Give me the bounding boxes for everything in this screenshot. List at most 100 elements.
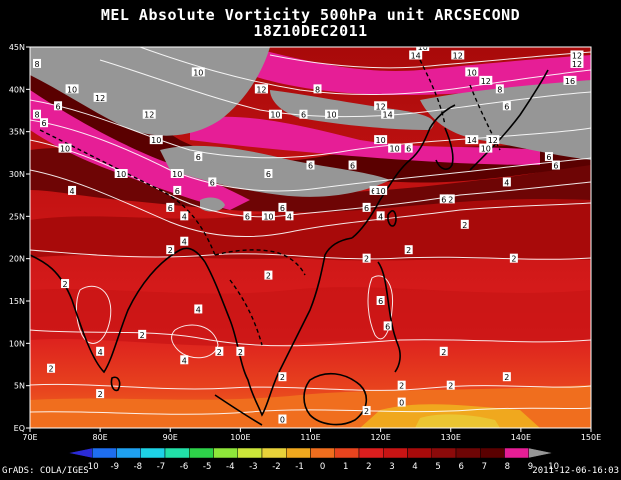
contour-label-box [465, 67, 479, 77]
contour-line [30, 119, 591, 192]
contour-label-box [208, 177, 217, 187]
contour-label-box [563, 75, 577, 85]
contour-label-box [409, 50, 423, 60]
chart-title: MEL Absolute Vorticity 500hPa unit ARCSE… [100, 6, 521, 24]
contour-label: 10 [467, 68, 477, 77]
field-lowest-vorticity-patch-2 [415, 414, 500, 428]
chart-subtitle-time: 18Z10DEC2011 [253, 22, 368, 40]
contour-label: 2 [511, 255, 516, 264]
contour-label: 6 [406, 145, 411, 154]
field-magenta-north [250, 47, 591, 95]
contour-label-box [465, 135, 479, 145]
contour-label-box [325, 109, 339, 119]
coastlines [30, 69, 549, 426]
contour-label-box [479, 143, 493, 153]
contour-label-box [47, 363, 56, 373]
contour-label: 2 [504, 373, 509, 382]
colorbar-label: -4 [226, 462, 234, 472]
contour-label: 12 [144, 111, 154, 120]
contour-label-box [61, 279, 70, 289]
contour-north [99, 59, 591, 118]
contour-label-box [65, 84, 79, 94]
contour-label: 10 [270, 111, 280, 120]
contour-label-box [404, 143, 413, 153]
contour-label-box [376, 211, 385, 221]
contour-label: 6 [553, 162, 558, 171]
colorbar-label: 10 [548, 462, 559, 472]
contour-label: 10 [481, 145, 491, 154]
contour-label-box [261, 211, 275, 221]
contour-label: 6 [210, 178, 215, 187]
contour-north-2 [139, 47, 591, 96]
colorbar-swatch [310, 447, 335, 459]
colorbar-swatch [383, 447, 408, 459]
contour-label: 12 [488, 136, 498, 145]
contour-label-box [397, 397, 406, 407]
contour-label-box [96, 346, 105, 356]
contour-label: 4 [182, 212, 187, 221]
contour-label: 6 [266, 170, 271, 179]
contour-label: 12 [572, 60, 582, 69]
contour-label-box [93, 92, 107, 102]
colorbar-label: 9 [528, 462, 533, 472]
contour-label-box [306, 160, 315, 170]
contour-label: 2 [238, 348, 243, 357]
contour-label: 10 [390, 145, 400, 154]
contour-label-box [570, 58, 584, 68]
contour-label: 8 [34, 60, 39, 69]
contour-label-box [149, 135, 163, 145]
lon-tick-label: 100E [230, 433, 250, 442]
contour-label-box [451, 50, 465, 60]
contour-label: 12 [256, 85, 266, 94]
contour-label-box [170, 169, 184, 178]
colorbar-swatch [237, 447, 263, 459]
contour-label-box [180, 211, 189, 221]
contour-label: 6 [56, 102, 61, 111]
boundary-line [229, 279, 263, 346]
contour-label-box [544, 152, 553, 162]
contour-label-box [180, 236, 189, 246]
contour-label-box [397, 380, 406, 390]
colorbar-label: -7 [157, 462, 165, 472]
lat-tick-label: 45N [9, 43, 25, 52]
contour-closed-philippines [367, 275, 394, 340]
coastline-china [351, 104, 456, 239]
contour-line [30, 169, 591, 238]
contour-label-box [194, 152, 203, 162]
political-boundaries [39, 59, 501, 346]
contour-label-box [142, 109, 156, 119]
contour-label-box [236, 346, 245, 356]
contour-label: 12 [453, 51, 463, 60]
contour-label-box [33, 109, 42, 119]
contour-label-box [374, 185, 388, 195]
lat-tick-label: 20N [9, 255, 25, 264]
coastline-indochina [204, 237, 353, 417]
lon-tick-label: 70E [22, 433, 37, 442]
colorbar-label: 1 [343, 462, 348, 472]
colorbar-swatch [116, 447, 141, 459]
contour-label: 8 [315, 85, 320, 94]
contour-label: 12 [95, 94, 105, 103]
contour-label-box [416, 47, 430, 51]
contour-label: 6 [385, 322, 390, 331]
colorbar-label: -5 [203, 462, 211, 472]
vorticity-contours [30, 47, 591, 415]
colorbar-swatch [334, 447, 360, 459]
contour-label: 6 [546, 153, 551, 162]
contour-label: 6 [168, 204, 173, 213]
contour-label-box [502, 101, 511, 111]
contour-label: 2 [448, 382, 453, 391]
colorbar-swatch [407, 447, 432, 459]
contour-label: 4 [504, 178, 509, 187]
lat-tick-label: 40N [9, 85, 25, 94]
contour-label: 10 [376, 136, 386, 145]
lon-tick-label: 120E [370, 433, 390, 442]
contour-label: 12 [481, 77, 491, 86]
contour-label: 2 [266, 272, 271, 281]
colorbar-label: -9 [111, 462, 119, 472]
contour-label: 2 [462, 221, 467, 230]
contour-label: 2 [63, 280, 68, 289]
contour-label: 2 [168, 246, 173, 255]
contour-label: 4 [98, 348, 103, 357]
